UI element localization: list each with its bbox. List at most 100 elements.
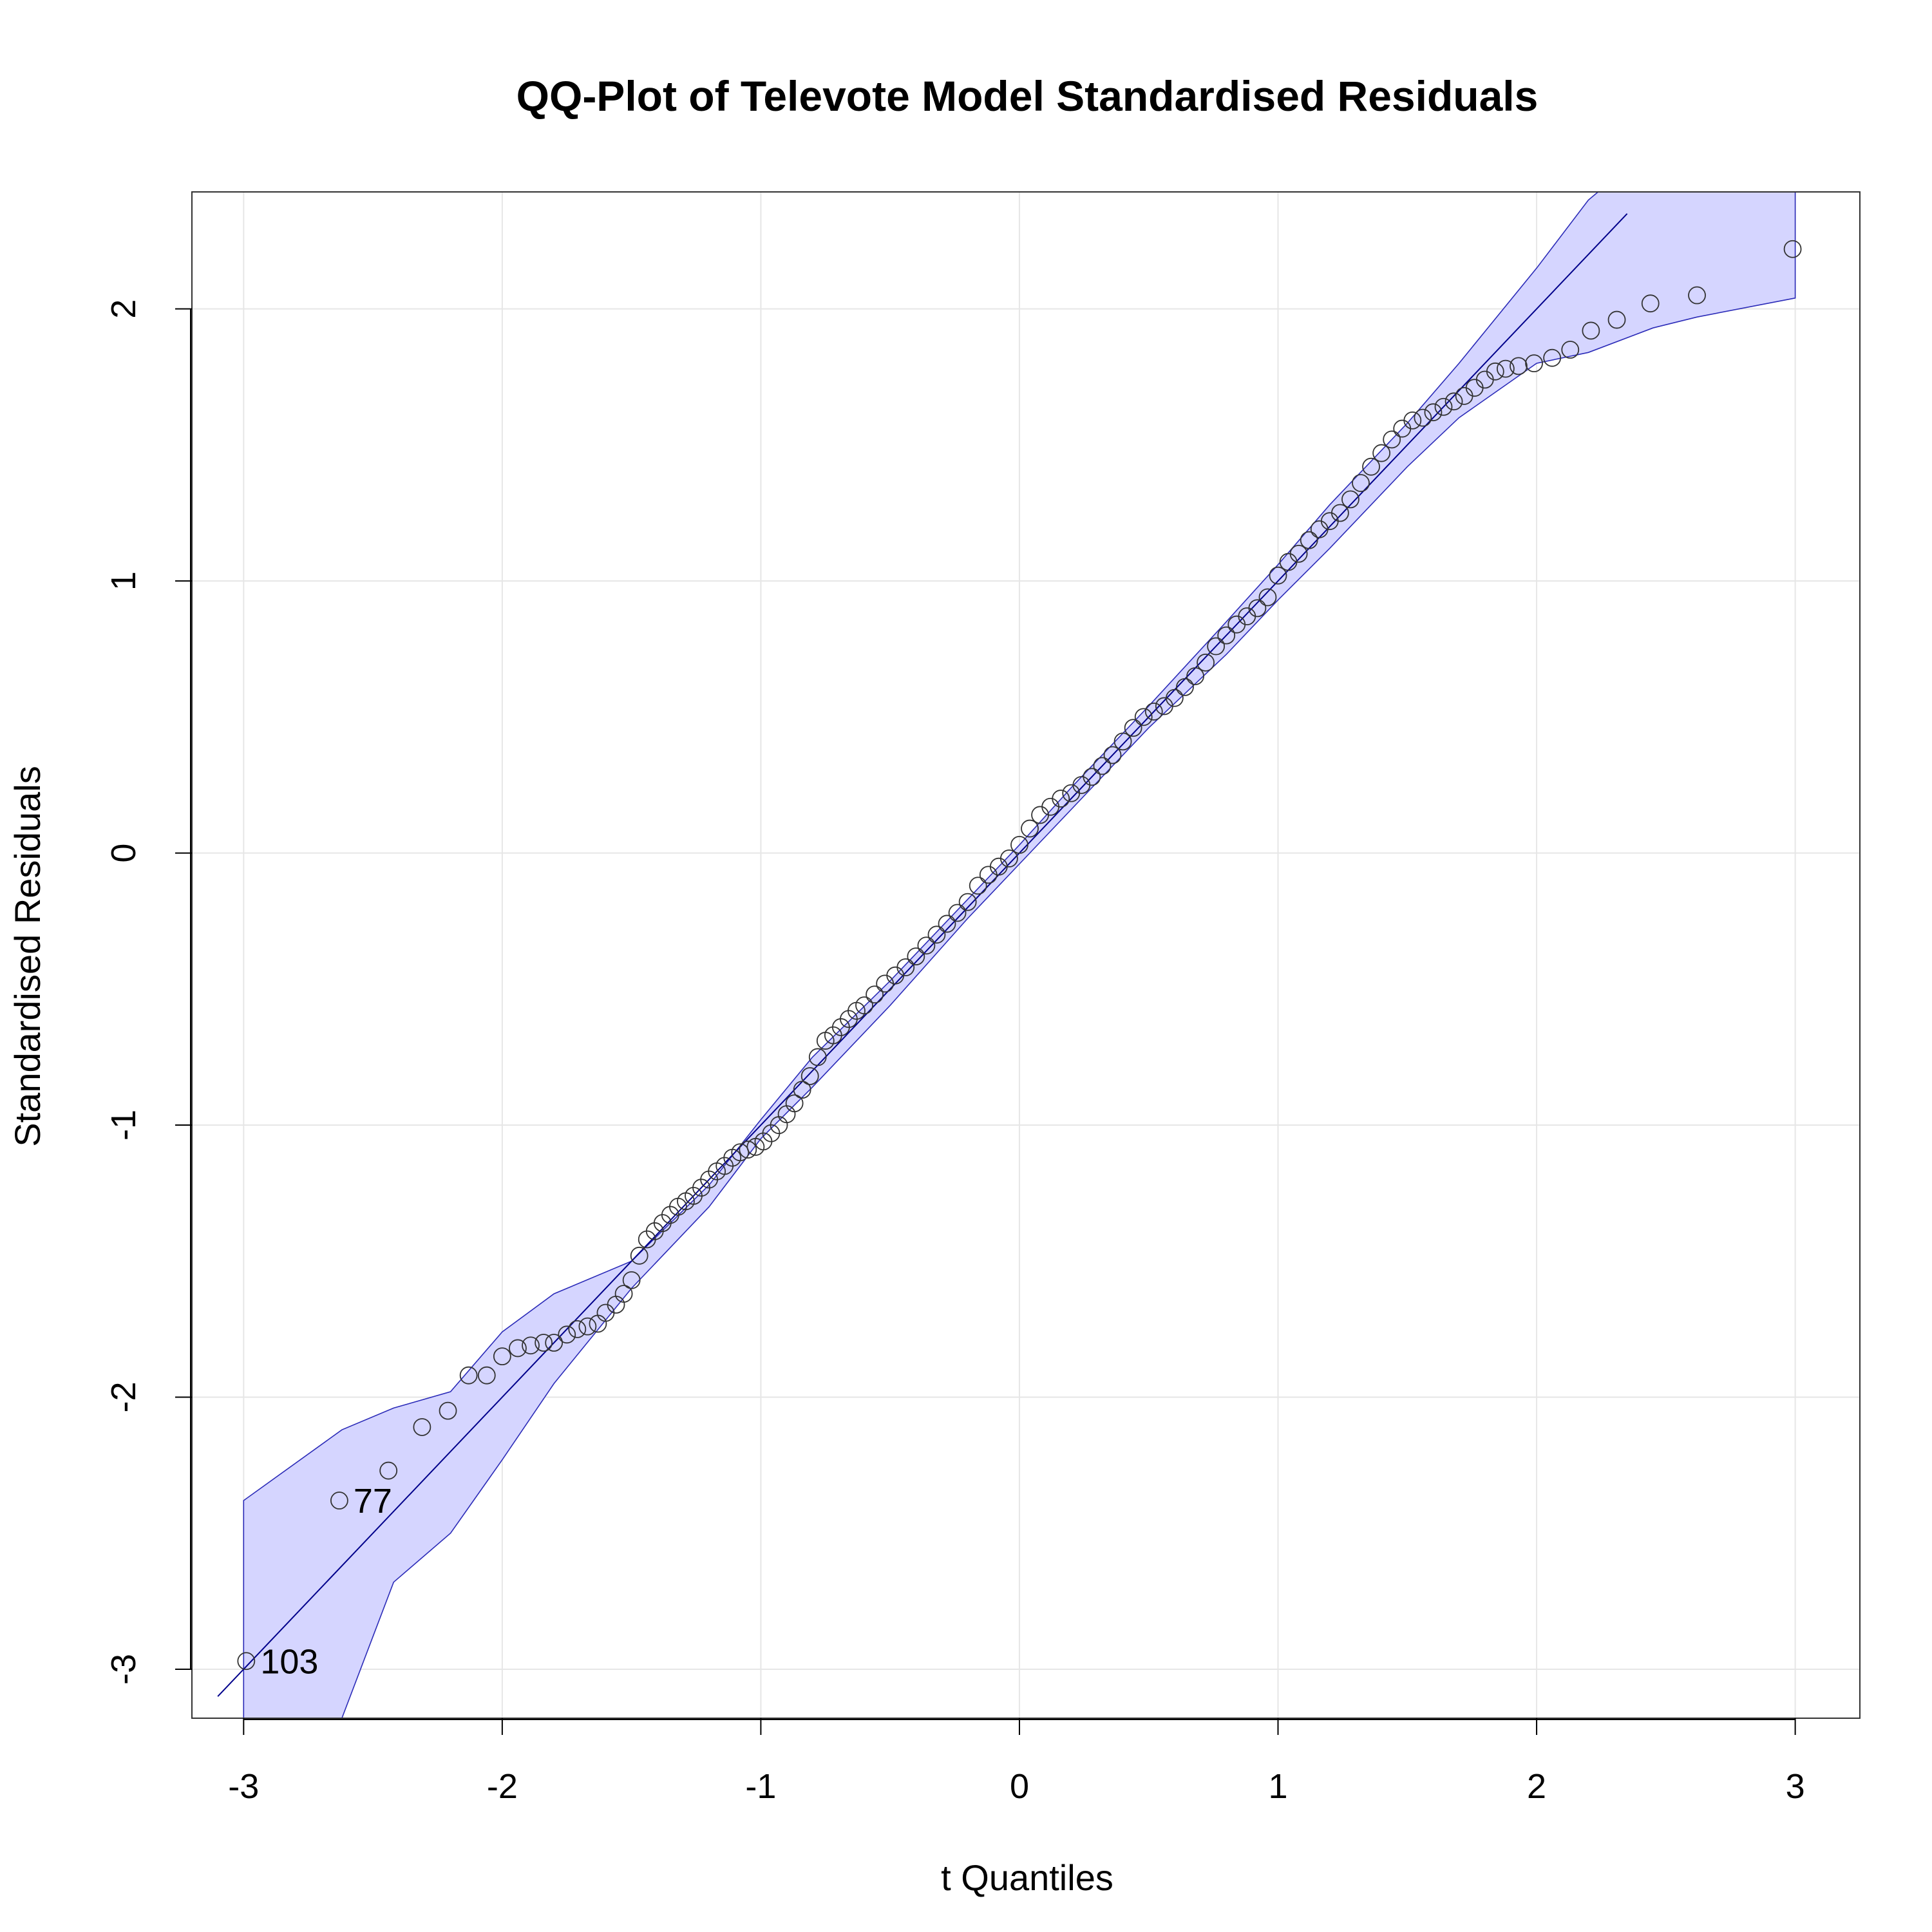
data-point bbox=[896, 958, 915, 976]
y-tick-label: 0 bbox=[104, 844, 143, 863]
data-point bbox=[1688, 286, 1706, 305]
data-point bbox=[622, 1271, 641, 1289]
data-point bbox=[1543, 348, 1562, 367]
data-point bbox=[1582, 321, 1600, 340]
data-point bbox=[1607, 310, 1626, 329]
data-point bbox=[855, 996, 873, 1015]
data-point bbox=[614, 1285, 633, 1303]
data-point bbox=[1144, 702, 1163, 721]
data-point bbox=[459, 1366, 478, 1385]
data-point bbox=[1217, 626, 1236, 645]
reference-line-group bbox=[217, 213, 1628, 1697]
data-point bbox=[1103, 746, 1122, 764]
data-point bbox=[578, 1317, 597, 1336]
x-tick-label: -1 bbox=[745, 1767, 776, 1806]
data-point bbox=[739, 1141, 757, 1159]
data-point bbox=[938, 914, 956, 933]
data-point bbox=[1289, 544, 1308, 563]
data-point bbox=[1496, 359, 1515, 378]
data-point bbox=[477, 1366, 496, 1385]
x-tick-label: 0 bbox=[1010, 1767, 1029, 1806]
data-point bbox=[1424, 403, 1443, 422]
data-point bbox=[917, 936, 936, 955]
x-tick-label: 2 bbox=[1527, 1767, 1546, 1806]
data-point bbox=[1331, 504, 1349, 522]
data-point bbox=[1165, 688, 1184, 707]
data-point bbox=[379, 1461, 398, 1480]
data-point bbox=[1444, 392, 1463, 411]
data-points bbox=[237, 240, 1802, 1671]
x-axis: -3 -2 -1 0 1 2 3 bbox=[228, 1718, 1805, 1806]
data-point bbox=[413, 1418, 431, 1436]
data-point bbox=[999, 849, 1018, 867]
data-point bbox=[785, 1094, 804, 1113]
data-point bbox=[439, 1401, 457, 1420]
y-tick-label: -2 bbox=[104, 1381, 143, 1412]
data-point bbox=[1052, 790, 1070, 808]
data-point bbox=[1197, 653, 1215, 672]
data-point bbox=[1248, 599, 1267, 618]
data-point bbox=[545, 1334, 564, 1352]
data-point bbox=[509, 1339, 527, 1358]
confidence-band bbox=[243, 192, 1796, 1718]
data-point bbox=[630, 1246, 649, 1265]
data-point bbox=[1362, 457, 1380, 476]
point-label: 103 bbox=[260, 1642, 318, 1681]
data-point bbox=[1083, 768, 1101, 786]
x-tick-label: -3 bbox=[228, 1767, 259, 1806]
x-tick-label: -2 bbox=[487, 1767, 518, 1806]
x-tick-label: 1 bbox=[1268, 1767, 1287, 1806]
data-point bbox=[1176, 677, 1194, 696]
data-point bbox=[522, 1336, 540, 1355]
y-tick-label: 2 bbox=[104, 299, 143, 319]
data-point bbox=[1352, 474, 1370, 492]
x-axis-label: t Quantiles bbox=[941, 1857, 1113, 1898]
data-point bbox=[1383, 430, 1401, 449]
data-point bbox=[558, 1325, 576, 1344]
data-point bbox=[1783, 240, 1802, 258]
y-axis: -3 -2 -1 0 1 2 bbox=[104, 299, 192, 1685]
data-point bbox=[1207, 637, 1226, 656]
data-point bbox=[731, 1143, 750, 1162]
confidence-band-group bbox=[243, 192, 1796, 1718]
data-point bbox=[1269, 566, 1287, 585]
y-tick-label: -3 bbox=[104, 1654, 143, 1685]
data-point bbox=[1021, 819, 1039, 838]
data-point bbox=[1010, 836, 1028, 854]
data-point bbox=[237, 1652, 256, 1671]
data-point bbox=[1403, 411, 1422, 430]
data-point bbox=[1186, 667, 1204, 685]
data-point bbox=[969, 876, 987, 895]
data-point bbox=[1341, 490, 1359, 509]
data-point bbox=[1134, 708, 1153, 726]
data-point bbox=[1258, 588, 1277, 607]
plot-frame bbox=[191, 191, 1861, 1719]
data-point bbox=[535, 1334, 553, 1352]
y-axis-label: Standardised Residuals bbox=[7, 766, 48, 1146]
data-point bbox=[808, 1048, 827, 1066]
data-point bbox=[1300, 531, 1318, 549]
data-point bbox=[948, 904, 967, 922]
data-point bbox=[493, 1347, 511, 1366]
data-point bbox=[1372, 444, 1391, 462]
data-point bbox=[330, 1492, 348, 1510]
chart-title: QQ-Plot of Televote Model Standardised R… bbox=[516, 72, 1539, 120]
data-point bbox=[1093, 757, 1112, 775]
point-annotations: 103 77 bbox=[260, 1482, 392, 1681]
data-point bbox=[568, 1320, 587, 1338]
reference-line bbox=[217, 213, 1628, 1697]
data-point bbox=[907, 947, 925, 966]
point-label: 77 bbox=[354, 1482, 392, 1520]
data-point bbox=[1510, 357, 1528, 375]
data-point bbox=[1561, 341, 1580, 359]
data-point bbox=[1124, 719, 1142, 737]
data-point bbox=[1113, 732, 1132, 751]
data-point bbox=[1414, 408, 1432, 427]
data-point bbox=[1486, 362, 1504, 381]
data-point bbox=[1641, 294, 1660, 313]
data-point bbox=[793, 1081, 811, 1099]
data-point bbox=[958, 893, 977, 911]
data-point bbox=[1434, 397, 1453, 416]
